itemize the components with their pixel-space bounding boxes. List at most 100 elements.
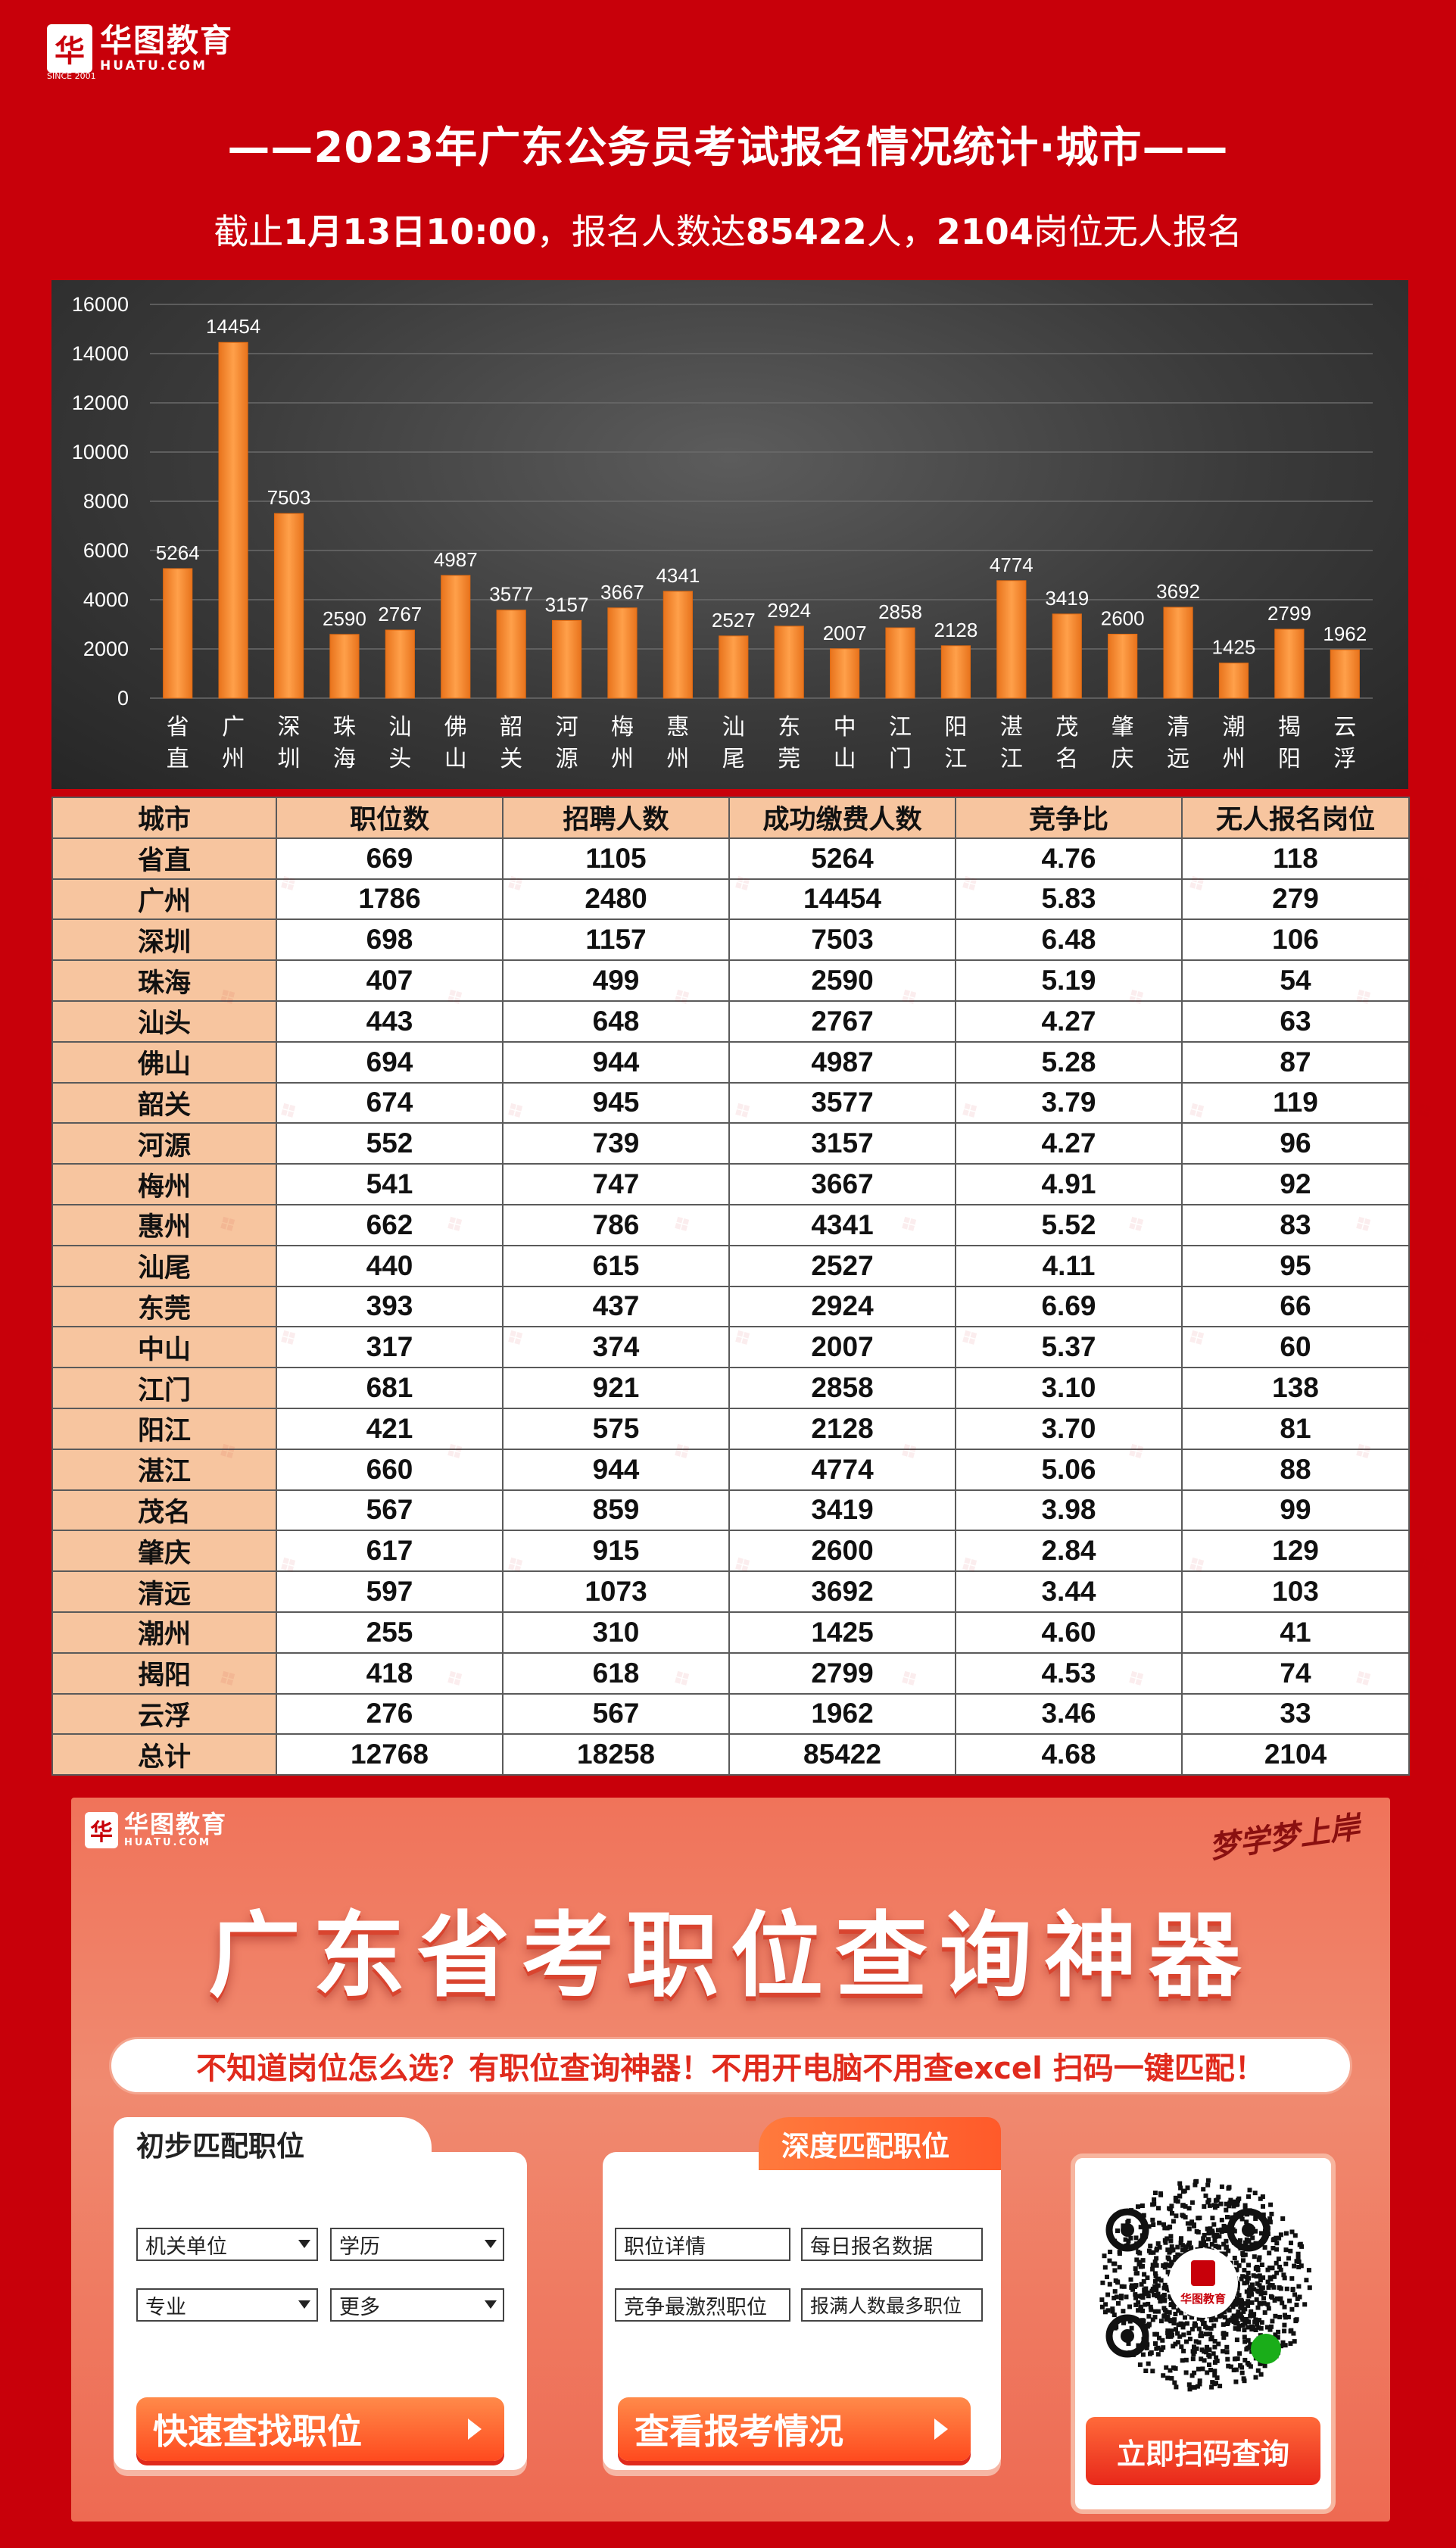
table-cell: 945: [502, 1081, 730, 1124]
subtitle-date: 1月13日10:00: [283, 211, 537, 252]
table-cell: 83: [1181, 1203, 1410, 1246]
table-row: 东莞 393 437 2924 6.69 66: [51, 1285, 1410, 1328]
x-tick-label: 远: [1167, 746, 1189, 772]
qr-code-icon[interactable]: 华图教育: [1093, 2173, 1313, 2393]
watermark-icon: ❖: [1409, 1548, 1440, 1583]
x-tick-label: 广: [222, 714, 245, 741]
brand-name-en: HUATU.COM: [100, 58, 208, 73]
table-cell: 567: [276, 1489, 504, 1532]
x-tick-label: 汕: [722, 714, 745, 741]
table-cell: 2600: [728, 1530, 956, 1573]
table-cell: 85422: [728, 1733, 956, 1776]
table-cell: 674: [276, 1081, 504, 1124]
scan-query-button[interactable]: 立即扫码查询: [1086, 2417, 1320, 2485]
bar: [1330, 649, 1360, 699]
subtitle-unfilled: 2104: [936, 211, 1034, 252]
x-tick-label: 梅: [611, 714, 634, 741]
table-cell: 92: [1181, 1163, 1410, 1205]
bar: [1218, 663, 1249, 699]
bar: [774, 625, 804, 699]
table-cell: 3.98: [955, 1489, 1183, 1532]
city-cell: 汕头: [51, 1000, 277, 1043]
table-row: 河源 552 739 3157 4.27 96: [51, 1122, 1410, 1165]
subtitle-mid: ，报名人数达: [536, 211, 746, 252]
bar: [1108, 634, 1138, 699]
table-cell: 5.19: [955, 959, 1183, 1002]
table-cell: 921: [502, 1367, 730, 1409]
bar-chart-panel: 0 2000 4000 6000 8000 10000 12000 14000 16000 526…: [51, 280, 1408, 789]
quick-search-button[interactable]: 快速查找职位: [136, 2397, 504, 2461]
x-tick-label: 东: [778, 714, 800, 741]
bar-value-label: 3577: [489, 583, 533, 606]
table-cell: 255: [276, 1611, 504, 1654]
select-education[interactable]: 学历: [330, 2228, 504, 2261]
x-tick-label: 茂: [1055, 714, 1078, 741]
select-agency[interactable]: 机关单位: [136, 2228, 318, 2261]
table-row: 梅州 541 747 3667 4.91 92: [51, 1163, 1410, 1205]
table-cell: 567: [502, 1692, 730, 1736]
x-tick-label: 省: [167, 714, 189, 741]
table-cell: 944: [502, 1448, 730, 1491]
table-row: 茂名 567 859 3419 3.98 99: [51, 1489, 1410, 1532]
table-cell: 915: [502, 1530, 730, 1573]
table-row: 阳江 421 575 2128 3.70 81: [51, 1407, 1410, 1450]
city-cell: 清远: [51, 1570, 277, 1613]
table-cell: 5.83: [955, 878, 1183, 921]
table-cell: 393: [276, 1285, 504, 1328]
bar-value-label: 4341: [656, 564, 700, 587]
x-tick-label: 浮: [1333, 746, 1356, 772]
table-cell: 4987: [728, 1040, 956, 1084]
page-subtitle: 截止1月13日10:00，报名人数达85422人，2104岗位无人报名: [0, 204, 1456, 254]
table-cell: 4.27: [955, 1000, 1183, 1043]
city-cell: 江门: [51, 1367, 277, 1409]
table-cell: 106: [1181, 918, 1410, 962]
bar: [663, 591, 693, 699]
table-cell: 88: [1181, 1448, 1410, 1491]
table-cell: 421: [276, 1407, 504, 1450]
table-cell: 4.91: [955, 1163, 1183, 1205]
select-major[interactable]: 专业: [136, 2288, 318, 2322]
table-cell: 615: [502, 1244, 730, 1287]
city-cell: 惠州: [51, 1203, 277, 1246]
bar-value-label: 3667: [600, 581, 644, 603]
x-tick-label: 江: [944, 746, 967, 772]
table-cell: 681: [276, 1367, 504, 1409]
bar-value-label: 2527: [712, 609, 756, 632]
link-daily-data[interactable]: 每日报名数据: [801, 2228, 983, 2261]
table-cell: 3.10: [955, 1367, 1183, 1409]
city-cell: 揭阳: [51, 1651, 277, 1695]
brand-logo: 华 华图教育 HUATU.COM SINCE 2001: [47, 18, 297, 81]
promo-banner[interactable]: 华 华图教育 HUATU.COM 梦学梦上岸 广东省考职位查询神器 不知道岗位怎…: [71, 1798, 1390, 2521]
table-cell: 1425: [728, 1611, 956, 1654]
select-more[interactable]: 更多: [330, 2288, 504, 2322]
x-tick-label: 关: [500, 746, 522, 772]
table-cell: 669: [276, 837, 504, 880]
bar: [1052, 613, 1082, 699]
view-status-button[interactable]: 查看报考情况: [618, 2397, 971, 2461]
table-row: 佛山 694 944 4987 5.28 87: [51, 1040, 1410, 1084]
table-cell: 60: [1181, 1326, 1410, 1369]
x-tick-label: 山: [444, 746, 467, 772]
link-most-applicants[interactable]: 报满人数最多职位: [801, 2288, 983, 2322]
promo-brand-cn: 华图教育: [124, 1810, 228, 1838]
table-cell: 3.44: [955, 1570, 1183, 1613]
link-job-detail[interactable]: 职位详情: [615, 2228, 790, 2261]
subtitle-mid2: 人，: [866, 211, 937, 252]
x-tick-label: 海: [333, 746, 356, 772]
table-cell: 2767: [728, 1000, 956, 1043]
watermark-icon: ❖: [1409, 867, 1440, 901]
bar-value-label: 3157: [545, 593, 589, 616]
table-cell: 14454: [728, 878, 956, 921]
table-cell: 1157: [502, 918, 730, 962]
stats-table: 城市 职位数 招聘人数 成功缴费人数 竞争比 无人报名岗位 省直 669 1105 5264 4.…: [51, 797, 1410, 1776]
table-cell: 617: [276, 1530, 504, 1573]
x-tick-label: 州: [611, 746, 634, 772]
x-tick-label: 阳: [1278, 746, 1301, 772]
table-cell: 138: [1181, 1367, 1410, 1409]
basic-match-card: 初步匹配职位 机关单位 学历 专业 更多 快速查找职位: [114, 2117, 527, 2470]
table-cell: 694: [276, 1040, 504, 1084]
bar-value-label: 2007: [823, 622, 867, 644]
bar: [830, 648, 860, 699]
table-cell: 5.06: [955, 1448, 1183, 1491]
link-most-competitive[interactable]: 竞争最激烈职位: [615, 2288, 790, 2322]
